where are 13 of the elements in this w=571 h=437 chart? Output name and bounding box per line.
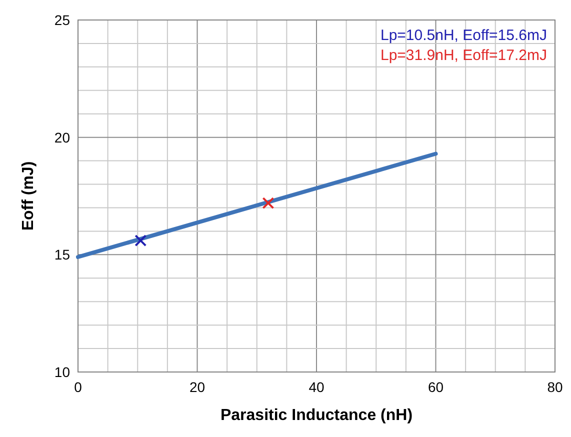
x-tick-label: 20 <box>189 379 206 395</box>
y-tick-label: 15 <box>54 246 70 263</box>
y-tick-label: 20 <box>54 129 70 146</box>
text: Lp=31.9nH, Eoff=17.2mJ <box>380 47 547 64</box>
x-tick-label: 0 <box>74 379 82 395</box>
x-tick-label: 60 <box>428 379 444 395</box>
y-axis-title: Eoff (mJ) <box>20 161 37 231</box>
y-tick-label: 25 <box>54 12 70 28</box>
x-tick-label: 40 <box>308 379 324 395</box>
x-axis-title: Parasitic Inductance (nH) <box>220 407 413 424</box>
x-tick-label: 80 <box>547 379 563 395</box>
y-tick-label: 10 <box>54 364 70 380</box>
text: Lp=10.5nH, Eoff=15.6mJ <box>380 27 547 44</box>
